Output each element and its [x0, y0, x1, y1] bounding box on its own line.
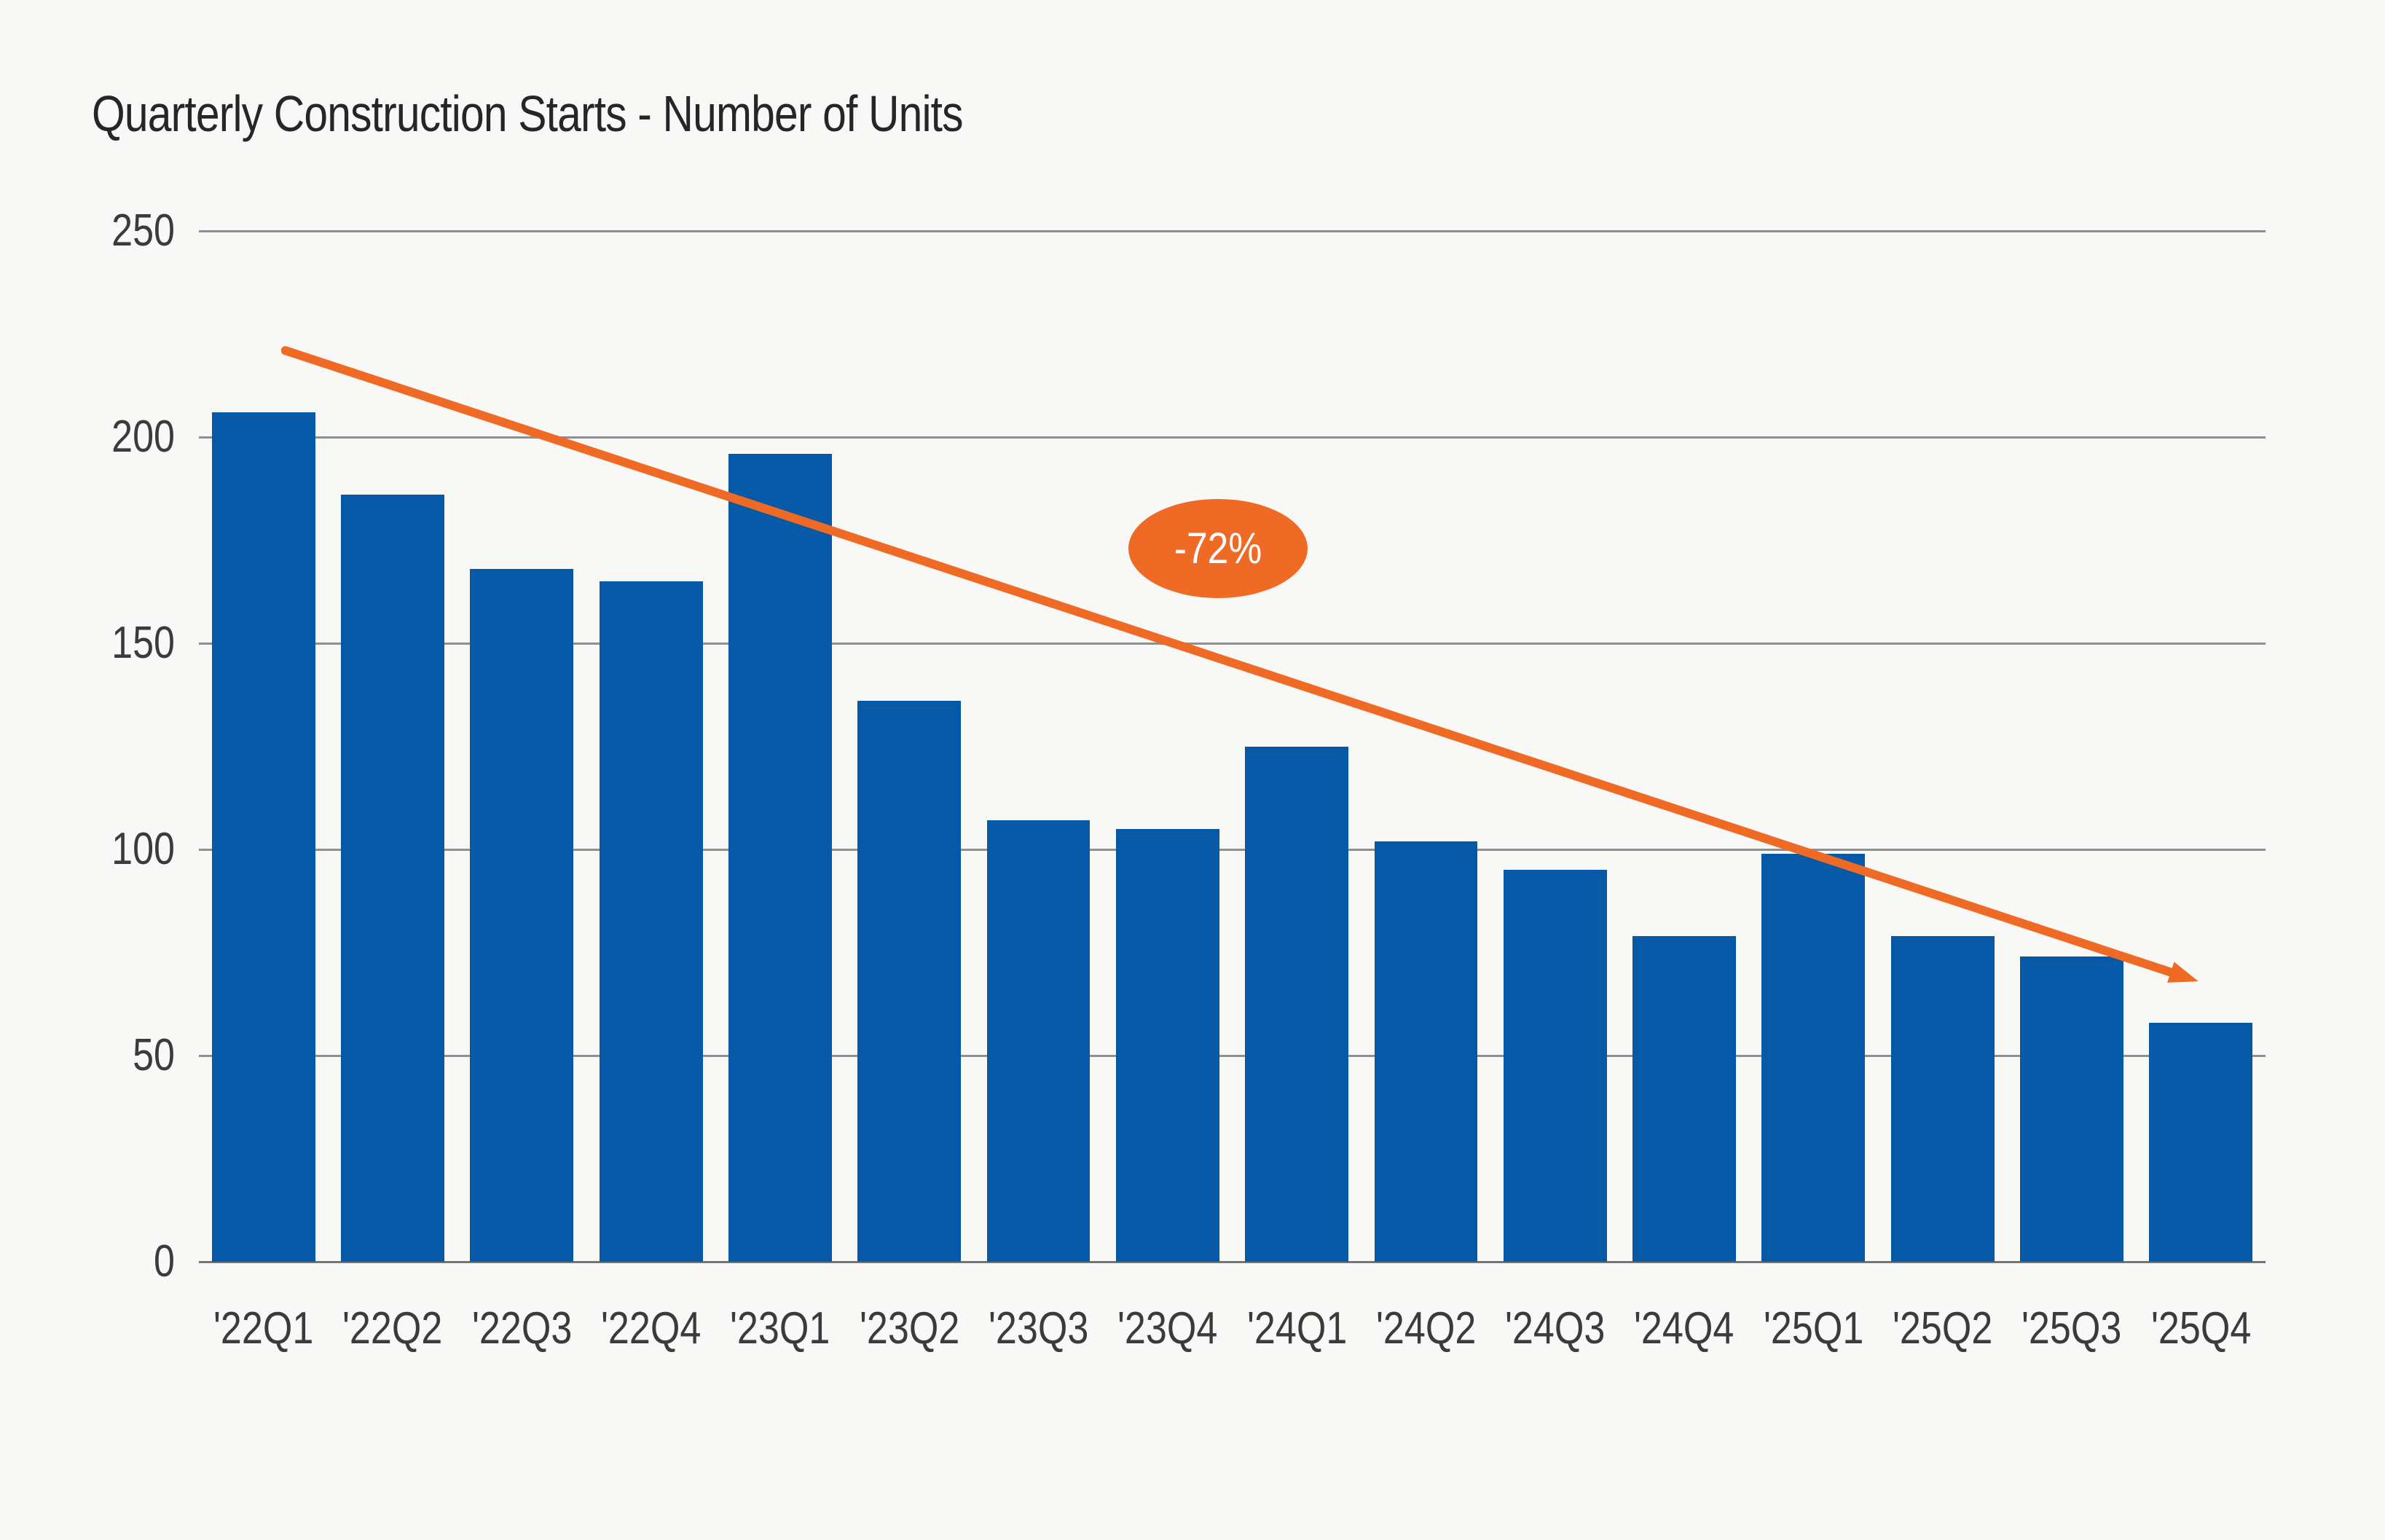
x-tick-label-25Q2: '25Q2 [1893, 1303, 1993, 1354]
bar-24Q1 [1245, 746, 1349, 1262]
gridline-0 [199, 1260, 2266, 1263]
trend-arrowhead [2167, 962, 2199, 983]
y-tick-label-50: 50 [133, 1030, 175, 1080]
x-tick-label-25Q4: '25Q4 [2150, 1303, 2252, 1354]
x-tick-label-25Q3: '25Q3 [2021, 1303, 2122, 1354]
bar-23Q3 [986, 820, 1091, 1262]
x-tick-label-24Q1: '24Q1 [1246, 1303, 1347, 1354]
gridline-200 [199, 436, 2266, 439]
x-tick-label-22Q2: '22Q2 [342, 1303, 443, 1354]
x-tick-label-24Q2: '24Q2 [1375, 1303, 1477, 1354]
x-tick-label-24Q3: '24Q3 [1505, 1303, 1606, 1354]
x-tick-label-23Q3: '23Q3 [988, 1303, 1089, 1354]
chart-title: Quarterly Construction Starts - Number o… [92, 85, 964, 142]
x-tick-label-22Q1: '22Q1 [213, 1303, 314, 1354]
x-tick-label-22Q3: '22Q3 [471, 1303, 572, 1354]
x-tick-label-23Q4: '23Q4 [1117, 1303, 1218, 1354]
y-tick-label-0: 0 [154, 1236, 175, 1286]
bar-24Q3 [1503, 870, 1607, 1262]
bar-25Q1 [1761, 853, 1866, 1262]
bar-24Q4 [1632, 935, 1736, 1262]
bar-25Q3 [2020, 956, 2123, 1262]
x-tick-label-22Q4: '22Q4 [600, 1303, 702, 1354]
y-tick-label-250: 250 [111, 205, 175, 256]
bar-23Q2 [857, 701, 962, 1262]
x-tick-label-24Q4: '24Q4 [1634, 1303, 1734, 1354]
annotation-badge-label: -72% [1174, 524, 1262, 573]
bar-25Q4 [2149, 1022, 2253, 1262]
bar-22Q2 [341, 495, 444, 1262]
x-tick-label-25Q1: '25Q1 [1763, 1303, 1864, 1354]
gridline-250 [199, 229, 2266, 232]
bar-22Q3 [470, 569, 574, 1262]
bar-24Q2 [1374, 841, 1478, 1262]
annotation-badge: -72% [1128, 498, 1308, 598]
bar-25Q2 [1890, 935, 1995, 1262]
bar-22Q4 [599, 581, 703, 1262]
gridline-50 [199, 1054, 2266, 1057]
x-tick-label-23Q1: '23Q1 [730, 1303, 830, 1354]
y-tick-label-150: 150 [111, 618, 175, 668]
bar-22Q1 [211, 412, 315, 1262]
y-tick-label-100: 100 [111, 824, 175, 874]
y-tick-label-200: 200 [111, 412, 175, 462]
bar-23Q1 [728, 453, 832, 1262]
bar-23Q4 [1115, 828, 1219, 1262]
x-tick-label-23Q2: '23Q2 [859, 1303, 959, 1354]
